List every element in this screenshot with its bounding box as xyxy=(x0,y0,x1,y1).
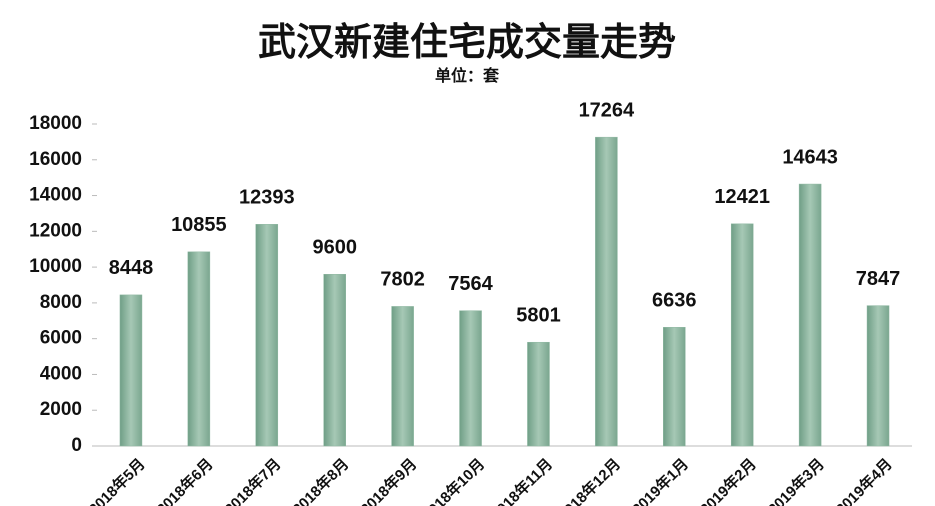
x-tick-label: 2018年8月 xyxy=(289,455,352,506)
value-label: 7847 xyxy=(856,268,901,290)
value-label: 9600 xyxy=(312,237,357,259)
value-label: 12421 xyxy=(714,186,770,208)
bar xyxy=(527,341,550,447)
bar xyxy=(119,294,143,447)
x-tick-label: 2018年11月 xyxy=(487,455,556,506)
value-label: 7802 xyxy=(380,269,425,291)
y-tick-label: 18000 xyxy=(29,113,82,134)
chart-subtitle: 单位：套 xyxy=(435,66,500,85)
value-label: 17264 xyxy=(579,99,635,121)
bar xyxy=(323,274,346,447)
x-tick-label: 2019年4月 xyxy=(832,455,895,506)
x-tick-label: 2018年12月 xyxy=(555,455,624,506)
bar xyxy=(730,223,754,447)
y-tick-label: 10000 xyxy=(29,256,82,277)
bar xyxy=(391,306,414,447)
bar xyxy=(595,136,618,447)
x-tick-label: 2018年6月 xyxy=(153,455,216,506)
x-tick-label: 2018年10月 xyxy=(419,455,488,506)
bar xyxy=(255,224,279,447)
bar xyxy=(663,327,686,447)
x-tick-label: 2018年5月 xyxy=(85,455,148,506)
value-label: 6636 xyxy=(652,290,697,312)
y-tick-label: 6000 xyxy=(40,328,82,349)
y-tick-label: 16000 xyxy=(29,149,82,170)
y-tick-label: 8000 xyxy=(40,292,82,313)
x-tick-label: 2019年2月 xyxy=(696,455,759,506)
x-tick-label: 2018年7月 xyxy=(221,455,284,506)
x-tick-label: 2018年9月 xyxy=(357,455,420,506)
bar xyxy=(798,183,822,447)
value-label: 10855 xyxy=(171,214,227,236)
bar xyxy=(459,310,482,447)
value-label: 5801 xyxy=(516,305,561,327)
value-label: 14643 xyxy=(782,146,838,168)
value-label: 12393 xyxy=(239,187,295,209)
y-tick-label: 4000 xyxy=(40,363,82,384)
x-tick-label: 2019年1月 xyxy=(628,455,691,506)
value-label: 7564 xyxy=(448,273,493,295)
y-tick-label: 2000 xyxy=(40,399,82,420)
bar xyxy=(866,305,890,447)
value-label: 8448 xyxy=(109,257,154,279)
chart-title: 武汉新建住宅成交量走势 xyxy=(258,21,676,64)
y-tick-label: 0 xyxy=(71,435,82,456)
y-tick-label: 12000 xyxy=(29,220,82,241)
x-tick-label: 2019年3月 xyxy=(764,455,827,506)
y-tick-label: 14000 xyxy=(29,185,82,206)
bar xyxy=(187,251,211,447)
